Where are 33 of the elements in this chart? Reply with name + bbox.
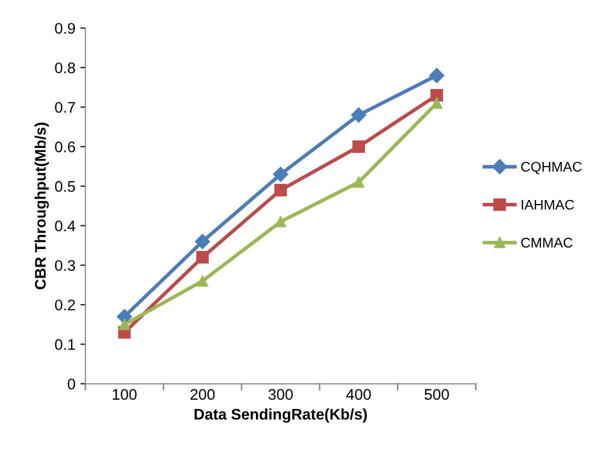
legend-label: CQHMAC: [521, 162, 582, 174]
point: [274, 184, 287, 196]
y-axis-title: CBR Throughput(Mb/s): [34, 122, 49, 290]
y-tick-label: 0.1: [55, 339, 75, 350]
point: [353, 176, 364, 188]
x-tick-label: 400: [346, 389, 371, 400]
point: [273, 166, 288, 182]
y-tick-label: 0.6: [55, 142, 76, 152]
point: [429, 68, 444, 84]
point: [430, 89, 444, 102]
x-tick-label: 300: [268, 389, 293, 400]
y-tick-label: 0: [68, 378, 76, 390]
point: [275, 216, 286, 228]
y-tick-label: 0.5: [55, 181, 76, 192]
point: [351, 107, 366, 123]
y-tick-label: 0.3: [55, 260, 76, 271]
point: [352, 140, 365, 153]
y-tick-label: 0.2: [55, 300, 75, 310]
legend-label: CMMAC: [521, 238, 572, 248]
point: [118, 318, 130, 330]
x-axis-title: Data SendingRate(Kb/s): [194, 408, 367, 423]
x-tick-label: 100: [112, 389, 137, 400]
legend-label: IAHMAC: [522, 200, 574, 210]
y-tick-label: 0.8: [55, 62, 76, 74]
point: [431, 98, 442, 109]
x-tick-label: 500: [424, 389, 449, 400]
point: [194, 234, 210, 250]
y-tick-label: 0.9: [55, 22, 75, 34]
y-tick-label: 0.7: [55, 102, 75, 113]
point: [196, 251, 209, 264]
point: [196, 275, 208, 287]
y-tick-label: 0.4: [55, 220, 76, 232]
x-tick-label: 200: [190, 389, 215, 400]
